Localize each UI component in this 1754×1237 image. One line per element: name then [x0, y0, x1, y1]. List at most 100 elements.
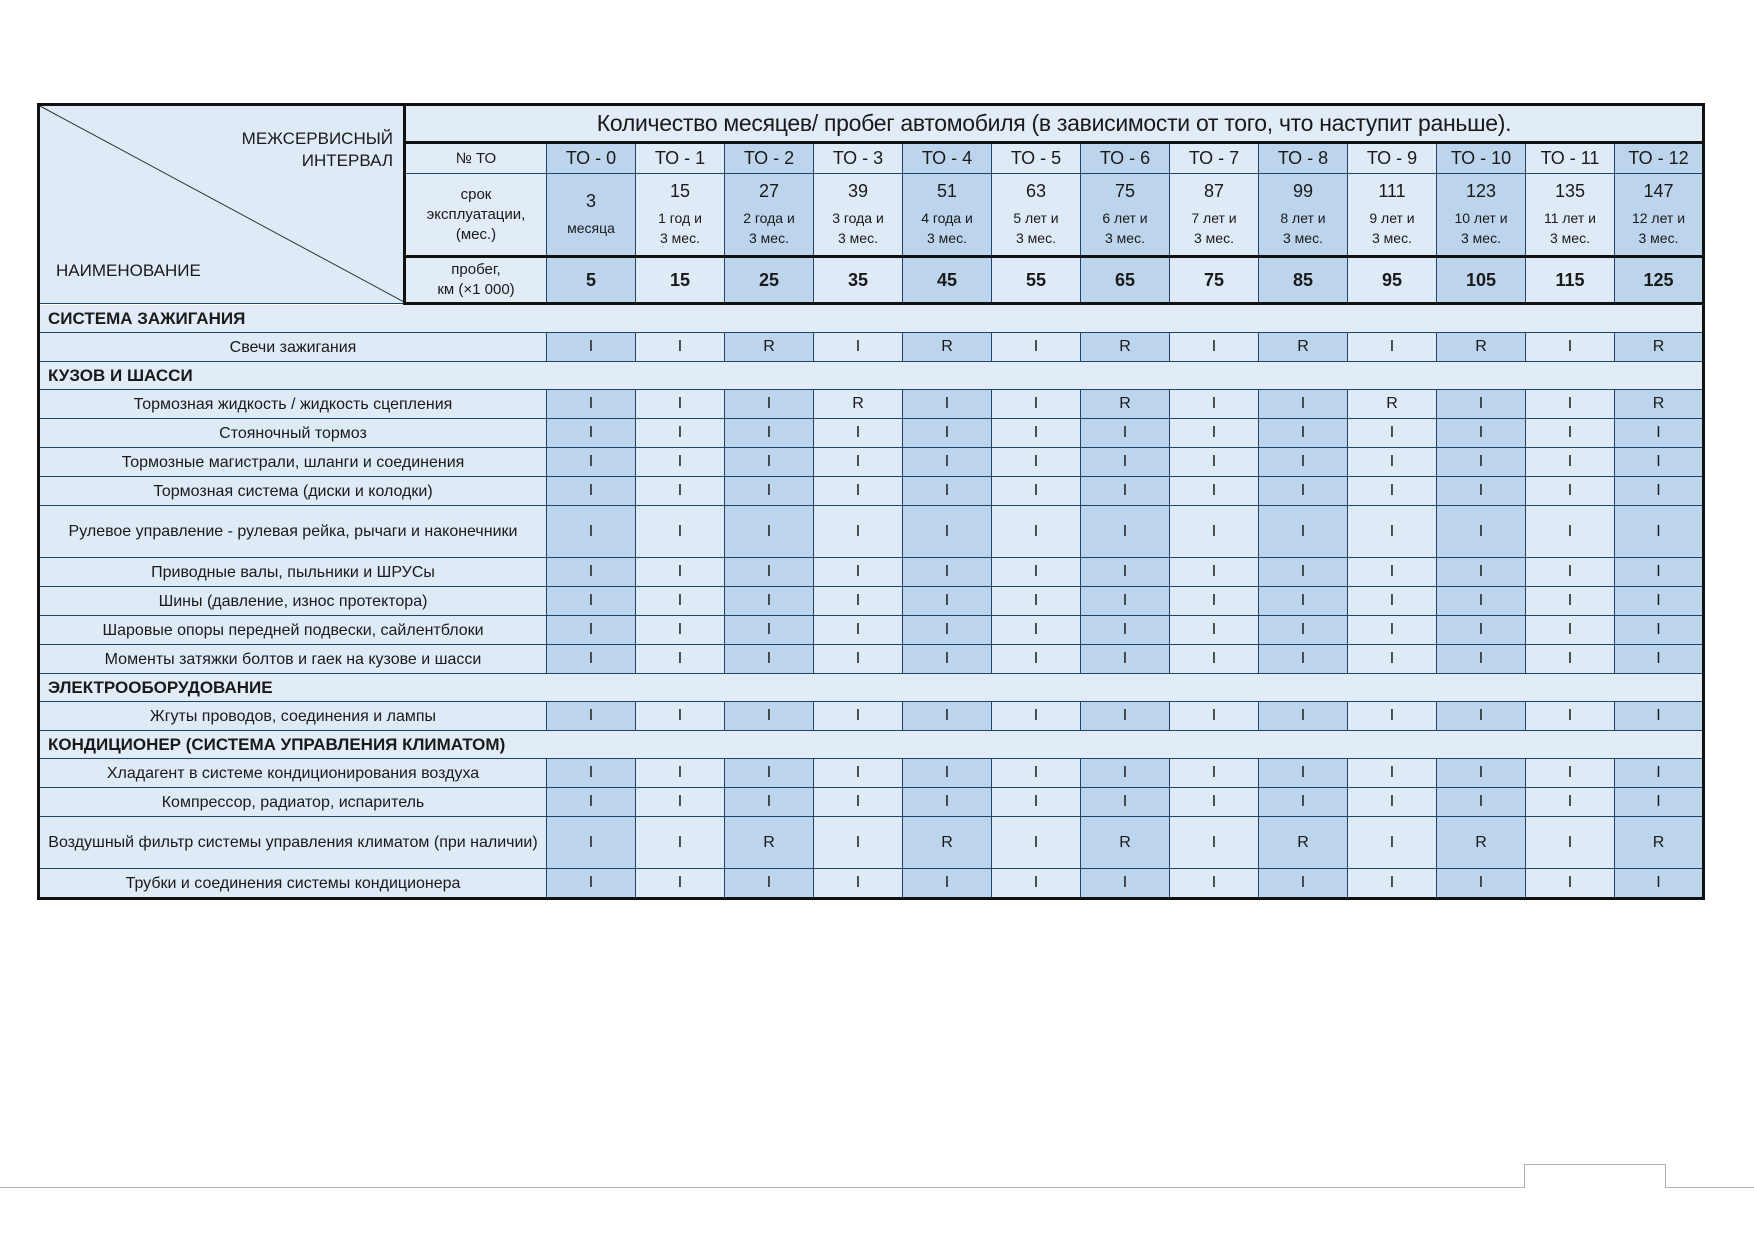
- section-row: СИСТЕМА ЗАЖИГАНИЯ: [38, 303, 1704, 333]
- months-text: 3 мес.: [1461, 230, 1501, 246]
- schedule-cell: I: [546, 557, 636, 587]
- schedule-cell: I: [1169, 787, 1259, 817]
- schedule-cell: I: [546, 418, 636, 448]
- schedule-cell: I: [1080, 586, 1170, 616]
- to-header: ТО - 10: [1436, 142, 1526, 174]
- schedule-cell: I: [635, 586, 725, 616]
- schedule-cell: I: [635, 701, 725, 731]
- table-row: Шаровые опоры передней подвески, сайлент…: [38, 615, 1704, 645]
- schedule-cell: I: [1347, 586, 1437, 616]
- schedule-cell: I: [1080, 644, 1170, 674]
- schedule-cell: I: [1436, 644, 1526, 674]
- item-name: Шаровые опоры передней подвески, сайлент…: [38, 615, 547, 645]
- to-header: ТО - 12: [1614, 142, 1704, 174]
- schedule-cell: I: [813, 418, 903, 448]
- months-value: 27: [758, 181, 780, 201]
- schedule-cell: I: [1436, 476, 1526, 506]
- schedule-cell: I: [1258, 787, 1348, 817]
- schedule-cell: I: [1347, 787, 1437, 817]
- schedule-cell: I: [1258, 557, 1348, 587]
- months-cell: 75 6 лет и 3 мес.: [1080, 173, 1170, 258]
- schedule-cell: I: [1080, 868, 1170, 899]
- to-header: ТО - 7: [1169, 142, 1259, 174]
- schedule-cell: I: [1080, 557, 1170, 587]
- table-row: Стояночный тормоз I I I I I I I I I I I I I: [38, 418, 1704, 448]
- months-value: 63: [1025, 181, 1047, 201]
- schedule-cell: I: [546, 868, 636, 899]
- schedule-cell: I: [724, 758, 814, 788]
- to-header: ТО - 9: [1347, 142, 1437, 174]
- schedule-cell: I: [1258, 615, 1348, 645]
- km-value: 35: [813, 256, 903, 305]
- table-row: Хладагент в системе кондиционирования во…: [38, 758, 1704, 788]
- months-text: 3 мес.: [838, 230, 878, 246]
- schedule-cell: I: [1169, 418, 1259, 448]
- months-value: 75: [1114, 181, 1136, 201]
- schedule-cell: I: [1080, 787, 1170, 817]
- schedule-cell: I: [1169, 816, 1259, 869]
- schedule-cell: R: [1614, 816, 1704, 869]
- schedule-cell: I: [813, 701, 903, 731]
- footer-tab: [1524, 1164, 1666, 1188]
- section-title: СИСТЕМА ЗАЖИГАНИЯ: [38, 303, 1704, 333]
- months-text: 11 лет и: [1543, 210, 1597, 226]
- table-row: Приводные валы, пыльники и ШРУСы I I I I I I I I…: [38, 557, 1704, 587]
- schedule-cell: I: [635, 476, 725, 506]
- months-value: 99: [1292, 181, 1314, 201]
- schedule-cell: I: [1169, 447, 1259, 477]
- table-row: Шины (давление, износ протектора) I I I I I I I…: [38, 586, 1704, 616]
- months-value: 123: [1465, 181, 1497, 201]
- months-cell: 135 11 лет и 3 мес.: [1525, 173, 1615, 258]
- schedule-cell: I: [1169, 644, 1259, 674]
- footer-line: [0, 1187, 1754, 1188]
- schedule-cell: I: [635, 758, 725, 788]
- schedule-cell: I: [546, 332, 636, 362]
- months-cell: 39 3 года и 3 мес.: [813, 173, 903, 258]
- months-text: 5 лет и: [1013, 210, 1059, 226]
- schedule-cell: I: [546, 505, 636, 558]
- schedule-cell: I: [1614, 447, 1704, 477]
- schedule-cell: R: [902, 332, 992, 362]
- months-text: 10 лет и: [1454, 210, 1508, 226]
- schedule-cell: I: [546, 701, 636, 731]
- schedule-cell: I: [1525, 701, 1615, 731]
- schedule-cell: I: [546, 644, 636, 674]
- months-text: 4 года и: [921, 210, 973, 226]
- schedule-cell: I: [546, 816, 636, 869]
- schedule-cell: I: [813, 644, 903, 674]
- schedule-cell: I: [1614, 868, 1704, 899]
- schedule-cell: I: [1525, 644, 1615, 674]
- item-name: Трубки и соединения системы кондиционера: [38, 868, 547, 899]
- schedule-cell: I: [635, 505, 725, 558]
- schedule-cell: I: [813, 615, 903, 645]
- item-name: Компрессор, радиатор, испаритель: [38, 787, 547, 817]
- months-text: 12 лет и: [1631, 210, 1686, 226]
- table-title: Количество месяцев/ пробег автомобиля (в…: [404, 104, 1704, 144]
- section-row: КУЗОВ И ШАССИ: [38, 361, 1704, 390]
- km-value: 55: [991, 256, 1081, 305]
- item-name: Воздушный фильтр системы управления клим…: [38, 816, 547, 869]
- table-row: Тормозная жидкость / жидкость сцепления I…: [38, 389, 1704, 419]
- table-row: Жгуты проводов, соединения и лампы I I I I I I…: [38, 701, 1704, 731]
- schedule-cell: I: [1169, 557, 1259, 587]
- months-text: 3 мес.: [927, 230, 967, 246]
- schedule-cell: I: [546, 447, 636, 477]
- months-text: 9 лет и: [1369, 210, 1415, 226]
- schedule-cell: R: [1614, 389, 1704, 419]
- schedule-cell: I: [902, 476, 992, 506]
- months-value: 147: [1643, 181, 1674, 201]
- schedule-cell: I: [991, 615, 1081, 645]
- schedule-cell: I: [724, 505, 814, 558]
- schedule-cell: R: [1080, 389, 1170, 419]
- schedule-cell: I: [635, 868, 725, 899]
- months-cell: 111 9 лет и 3 мес.: [1347, 173, 1437, 258]
- schedule-cell: I: [1436, 557, 1526, 587]
- schedule-cell: I: [1614, 557, 1704, 587]
- schedule-cell: I: [1347, 816, 1437, 869]
- schedule-cell: I: [991, 787, 1081, 817]
- months-value: 51: [936, 181, 958, 201]
- item-name: Стояночный тормоз: [38, 418, 547, 448]
- schedule-cell: I: [902, 389, 992, 419]
- schedule-cell: I: [813, 505, 903, 558]
- months-label: срок эксплуатации, (мес.): [404, 173, 547, 258]
